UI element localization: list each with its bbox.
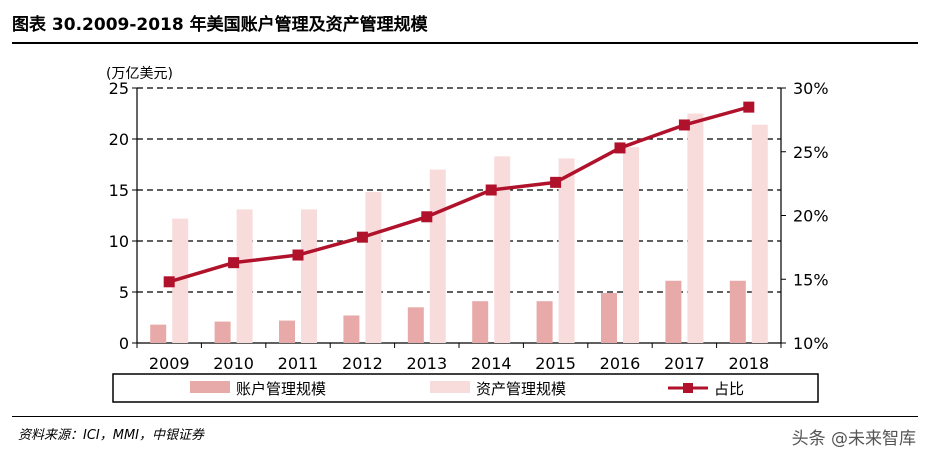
legend-box (112, 373, 819, 403)
bar-asset-2015 (558, 158, 575, 343)
bar-account-2014 (472, 301, 489, 343)
x-tick-label: 2014 (471, 354, 512, 373)
x-tick-label: 2012 (342, 354, 383, 373)
left-tick-label: 25 (109, 79, 129, 98)
left-axis-ticks: 0 5 10 15 20 25 (109, 79, 137, 353)
ratio-point-2014 (485, 184, 497, 196)
bars (150, 113, 768, 343)
page-title: 图表 30.2009-2018 年美国账户管理及资产管理规模 (12, 15, 428, 35)
right-tick-label: 25% (793, 143, 829, 162)
bar-asset-2013 (429, 169, 446, 343)
right-axis-ticks: 10% 15% 20% 25% 30% (781, 79, 829, 353)
ratio-point-2016 (614, 142, 626, 154)
ratio-line (168, 105, 750, 284)
x-tick-label: 2011 (278, 354, 319, 373)
ratio-point-2009 (163, 276, 175, 288)
left-tick-label: 5 (119, 283, 129, 302)
bar-account-2010 (214, 321, 231, 343)
bar-asset-2018 (751, 124, 768, 343)
x-tick-label: 2017 (664, 354, 705, 373)
legend-swatch-account (190, 381, 230, 393)
ratio-point-2013 (421, 211, 433, 223)
source-note: 资料来源：ICI，MMI，中银证券 (18, 428, 205, 443)
x-tick-label: 2016 (600, 354, 641, 373)
left-tick-label: 10 (109, 232, 129, 251)
legend-swatch-asset (430, 381, 470, 393)
left-tick-label: 20 (109, 130, 129, 149)
ratio-point-2015 (550, 176, 562, 188)
bar-account-2011 (279, 320, 295, 343)
title-divider (12, 42, 918, 44)
watermark: 头条 @未来智库 (791, 429, 916, 449)
ratio-point-2011 (292, 249, 304, 261)
legend-swatch-ratio-marker (683, 383, 693, 393)
right-tick-label: 20% (793, 207, 829, 226)
x-tick-label: 2015 (535, 354, 576, 373)
bar-asset-2014 (494, 156, 511, 343)
bar-asset-2010 (236, 209, 253, 343)
footer-divider (12, 416, 918, 417)
x-tick-label: 2009 (149, 354, 190, 373)
right-tick-label: 30% (793, 79, 829, 98)
ratio-point-2012 (356, 231, 368, 243)
legend-label-asset: 资产管理规模 (476, 380, 566, 398)
x-tick-label: 2018 (728, 354, 769, 373)
ratio-point-2018 (743, 101, 755, 113)
bar-asset-2009 (172, 218, 189, 343)
bar-asset-2012 (365, 192, 382, 343)
x-tick-label: 2013 (406, 354, 447, 373)
ratio-line-series (163, 101, 755, 288)
bar-asset-2017 (687, 113, 704, 343)
bar-account-2018 (729, 280, 746, 343)
x-axis-ticks: 2009 2010 2011 2012 2013 2014 2015 2016 2017 2018 (136, 343, 782, 373)
right-tick-label: 15% (793, 270, 829, 289)
legend-label-ratio: 占比 (714, 380, 744, 398)
bar-account-2012 (343, 315, 360, 343)
legend: 账户管理规模 资产管理规模 占比 (112, 373, 819, 403)
bar-asset-2016 (623, 147, 639, 343)
left-tick-label: 0 (119, 334, 129, 353)
bar-account-2017 (665, 280, 682, 343)
bar-account-2009 (150, 324, 167, 343)
x-tick-label: 2010 (213, 354, 254, 373)
right-tick-label: 10% (793, 334, 829, 353)
bar-account-2015 (536, 301, 553, 343)
ratio-point-2017 (678, 119, 690, 131)
legend-label-account: 账户管理规模 (236, 380, 326, 398)
bar-account-2016 (601, 293, 617, 343)
bar-asset-2011 (301, 209, 317, 343)
bar-account-2013 (407, 307, 424, 343)
y-axis-label: (万亿美元) (106, 66, 173, 82)
ratio-point-2010 (228, 257, 240, 269)
left-tick-label: 15 (109, 181, 129, 200)
